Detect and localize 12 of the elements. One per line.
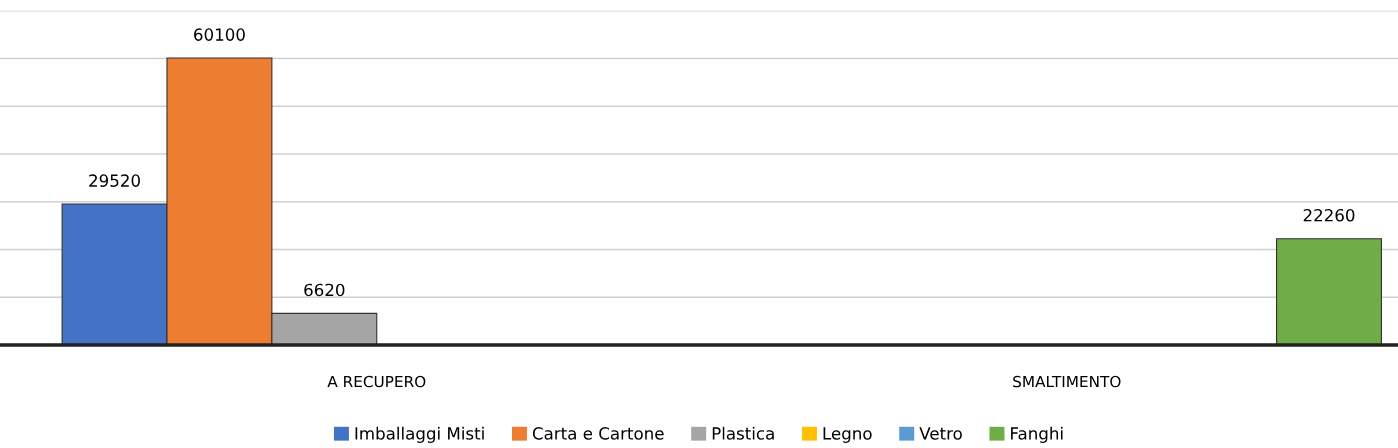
legend-label: Carta e Cartone — [532, 427, 664, 440]
legend-label: Legno — [823, 427, 872, 443]
data-label: 60100 — [194, 28, 245, 41]
data-label: 6620 — [304, 283, 345, 297]
x-tick-label: SMALTIMENTO — [1013, 375, 1121, 388]
data-label: 29520 — [89, 174, 140, 187]
data-label: 22260 — [1303, 208, 1355, 222]
x-tick-label: A RECUPERO — [327, 375, 426, 388]
legend-label: Fanghi — [1011, 426, 1063, 443]
legend-label: Plastica — [712, 426, 774, 440]
legend-label: Imballaggi Misti — [355, 426, 484, 443]
legend-label: Vetro — [919, 427, 962, 440]
